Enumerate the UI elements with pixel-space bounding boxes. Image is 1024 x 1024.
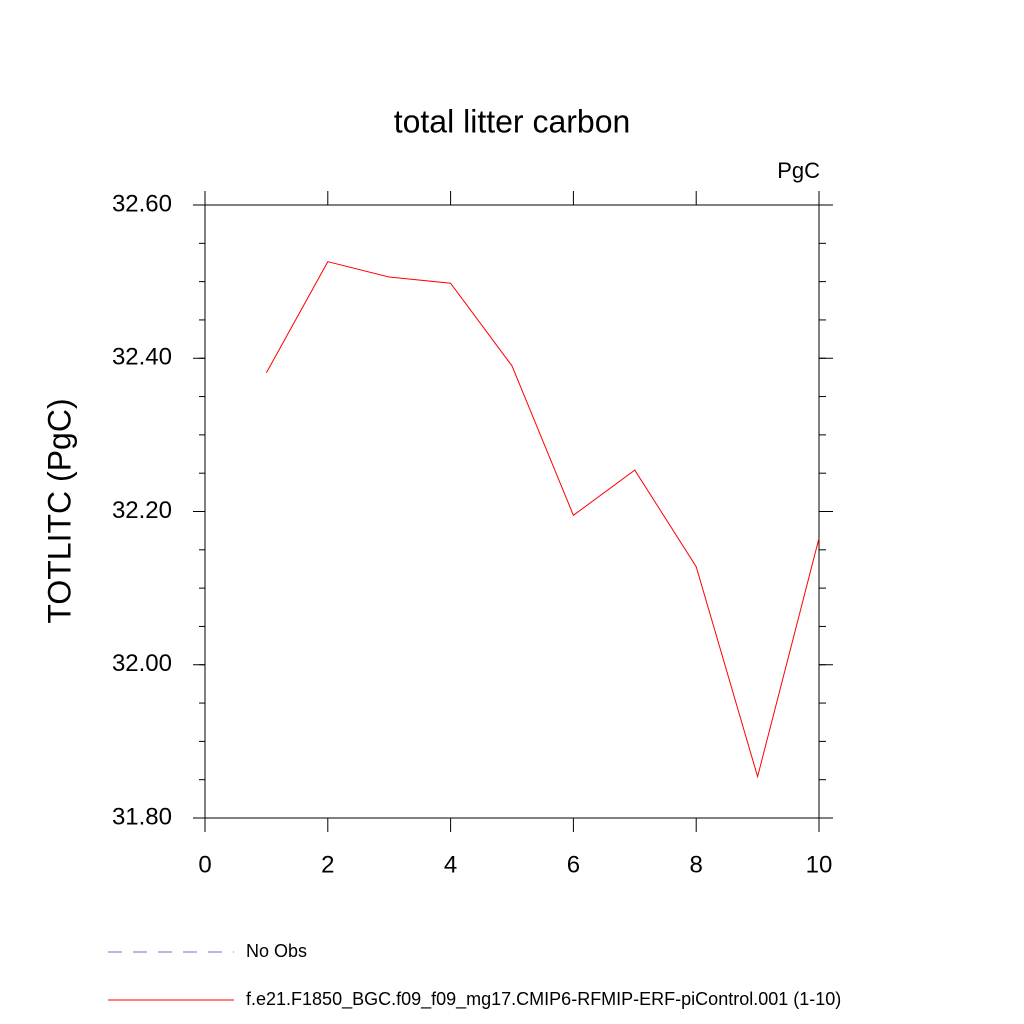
y-tick-label: 32.20 (112, 497, 172, 524)
x-tick-label: 8 (690, 851, 703, 878)
x-tick-label: 2 (321, 851, 334, 878)
y-tick-label: 31.80 (112, 803, 172, 830)
y-axis-label: TOTLITC (PgC) (41, 398, 77, 623)
y-tick-label: 32.60 (112, 190, 172, 217)
legend-label: No Obs (246, 941, 307, 961)
data-line (265, 261, 820, 779)
legend-label: f.e21.F1850_BGC.f09_f09_mg17.CMIP6-RFMIP… (246, 989, 841, 1010)
x-tick-label: 10 (806, 851, 833, 878)
x-tick-label: 0 (198, 851, 211, 878)
x-tick-label: 4 (444, 851, 457, 878)
chart-title: total litter carbon (394, 103, 631, 139)
x-tick-label: 6 (567, 851, 580, 878)
y-tick-label: 32.00 (112, 650, 172, 677)
units-label: PgC (777, 158, 820, 183)
y-tick-label: 32.40 (112, 344, 172, 371)
